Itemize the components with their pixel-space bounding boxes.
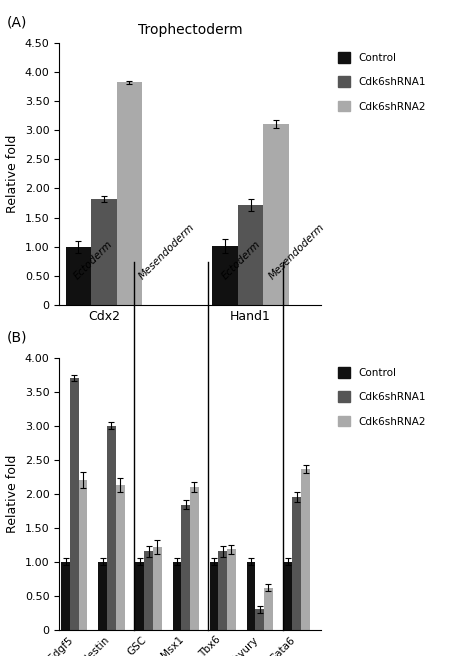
Bar (264, 588, 273, 630)
Bar (98, 562, 107, 630)
Text: (B): (B) (7, 330, 27, 344)
Bar (218, 552, 227, 630)
Bar (66, 247, 91, 305)
Bar (212, 246, 238, 305)
Text: Ectoderm: Ectoderm (220, 239, 263, 281)
Bar (91, 199, 116, 305)
Text: Mesendoderm: Mesendoderm (137, 222, 197, 281)
Bar (210, 562, 218, 630)
Bar (61, 562, 70, 630)
Bar (70, 378, 79, 630)
Bar (144, 552, 153, 630)
Bar (247, 562, 255, 630)
Legend: Control, Cdk6shRNA1, Cdk6shRNA2: Control, Cdk6shRNA1, Cdk6shRNA2 (334, 363, 430, 431)
Bar (181, 504, 190, 630)
Legend: Control, Cdk6shRNA1, Cdk6shRNA2: Control, Cdk6shRNA1, Cdk6shRNA2 (334, 48, 430, 116)
Bar (263, 124, 289, 305)
Bar (116, 82, 142, 305)
Bar (301, 469, 310, 630)
Text: Mesendoderm: Mesendoderm (267, 222, 327, 281)
Bar (293, 497, 301, 630)
Bar (107, 426, 116, 630)
Bar (79, 480, 87, 630)
Bar (136, 562, 144, 630)
Bar (255, 609, 264, 630)
Bar (284, 562, 293, 630)
Title: Trophectoderm: Trophectoderm (138, 24, 242, 37)
Bar (172, 562, 181, 630)
Bar (153, 546, 162, 630)
Y-axis label: Relative fold: Relative fold (6, 455, 19, 533)
Y-axis label: Relative fold: Relative fold (6, 134, 19, 213)
Bar (116, 485, 125, 630)
Bar (227, 550, 236, 630)
Bar (238, 205, 263, 305)
Text: Ectoderm: Ectoderm (72, 239, 114, 281)
Bar (190, 487, 199, 630)
Text: (A): (A) (7, 16, 27, 30)
